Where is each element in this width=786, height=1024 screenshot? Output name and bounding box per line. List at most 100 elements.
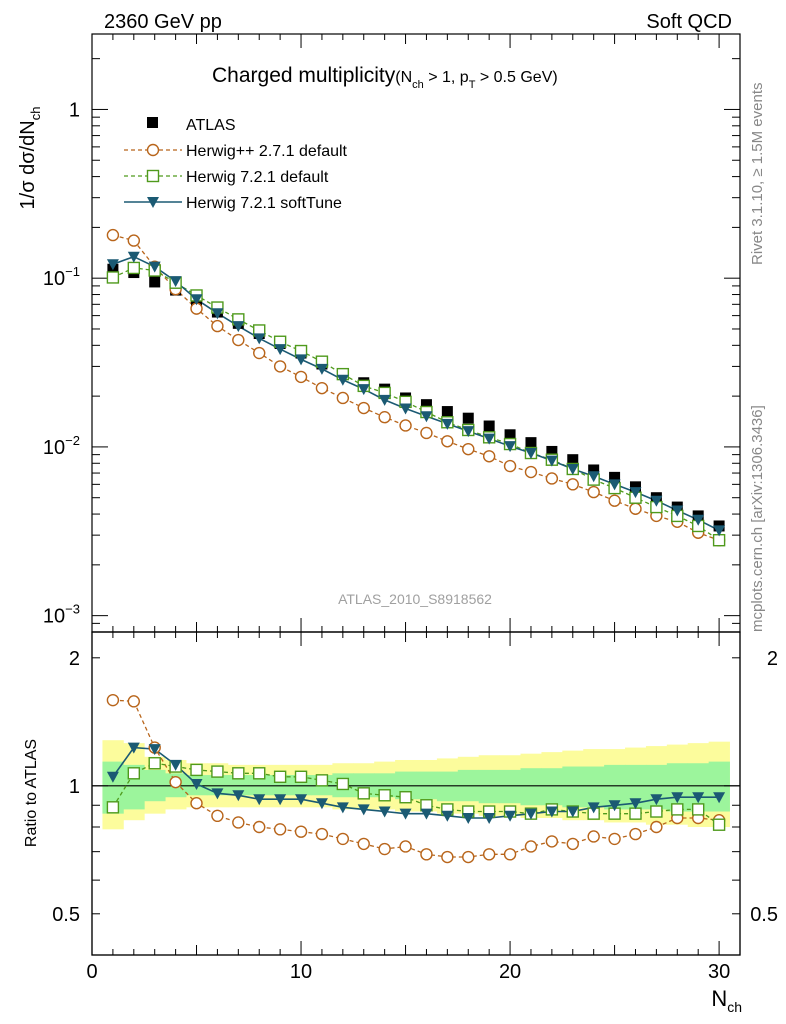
ratio-ytick-label-0.5: 0.5 xyxy=(52,904,80,926)
xtick-label-30: 30 xyxy=(708,961,730,983)
legend-herwig7-marker xyxy=(146,169,160,183)
main-herwigpp-point-13 xyxy=(357,401,370,415)
main-atlas-point-23 xyxy=(567,454,579,466)
main-herwigpp-point-21 xyxy=(524,465,538,479)
ytick-label-1: 1 xyxy=(69,99,80,121)
ratio-herwigpp-point-15 xyxy=(399,840,412,853)
ratio-softtune-point-11 xyxy=(315,798,328,810)
ratio-band-inner-21 xyxy=(520,768,542,806)
main-softtune-point-17 xyxy=(441,418,454,430)
main-softtune-point-23 xyxy=(566,463,579,475)
ratio-softtune-point-15 xyxy=(399,808,412,820)
main-herwigpp-point-8 xyxy=(253,346,266,360)
main-atlas-point-22 xyxy=(546,445,558,457)
ratio-band-inner-8 xyxy=(248,775,271,796)
ratio-herwig7-point-3 xyxy=(148,757,161,770)
main-atlas-point-16 xyxy=(420,399,432,411)
ratio-softtune-point-7 xyxy=(232,790,245,802)
main-ytick-labels: 1 10−1 10−2 10−3 xyxy=(43,99,80,627)
legend-herwig7-label: Herwig 7.2.1 default xyxy=(186,169,329,186)
main-data-marks xyxy=(106,228,726,547)
ratio-herwigpp-point-1 xyxy=(106,693,120,707)
ratio-herwigpp-point-16 xyxy=(420,848,433,861)
ratio-softtune-point-25 xyxy=(608,800,621,812)
main-softtune-point-12 xyxy=(336,374,349,386)
ratio-herwigpp-point-21 xyxy=(524,840,538,853)
ratio-herwig7-point-2 xyxy=(127,767,141,780)
main-softtune-point-22 xyxy=(545,455,558,467)
ratio-plot-frame-top xyxy=(91,631,741,956)
ratio-softtune-point-3 xyxy=(148,744,161,756)
ratio-herwigpp-point-13 xyxy=(357,837,370,851)
xtick-labels: 0 10 20 30 xyxy=(86,961,730,983)
ratio-herwigpp-point-23 xyxy=(566,837,579,851)
main-softtune-point-6 xyxy=(211,308,224,320)
ratio-softtune-point-12 xyxy=(336,802,349,814)
main-ylabel: 1/σ dσ/dNch xyxy=(17,107,43,210)
ratio-herwigpp-point-4 xyxy=(169,775,182,789)
ratio-softtune-point-5 xyxy=(190,778,203,790)
ratio-softtune-point-22 xyxy=(545,806,558,818)
main-softtune-point-27 xyxy=(650,495,663,507)
ratio-herwig7-point-9 xyxy=(273,770,287,783)
main-atlas-point-24 xyxy=(588,464,600,476)
ratio-herwigpp-point-6 xyxy=(211,809,224,823)
ratio-herwigpp-point-12 xyxy=(336,832,350,846)
ratio-softtune-point-17 xyxy=(441,810,454,822)
main-softtune-point-16 xyxy=(420,411,433,423)
ratio-softtune-point-28 xyxy=(671,792,684,804)
main-herwigpp-point-20 xyxy=(503,459,517,473)
ratio-ytick-labels: 2 1 0.5 2 0.5 xyxy=(52,648,778,926)
ratio-herwigpp-point-20 xyxy=(503,848,517,861)
ratio-herwigpp-point-10 xyxy=(294,825,308,838)
header-left: 2360 GeV pp xyxy=(104,11,222,33)
ratio-band-inner-28 xyxy=(666,763,689,812)
ratio-softtune-point-13 xyxy=(357,804,370,816)
main-softtune-point-25 xyxy=(608,479,621,491)
main-softtune-point-11 xyxy=(315,363,328,375)
main-herwigpp-point-2 xyxy=(127,234,141,247)
ratio-softtune-point-16 xyxy=(420,808,433,820)
header-right: Soft QCD xyxy=(646,11,732,33)
ratio-band-inner-1 xyxy=(102,761,124,814)
ratio-softtune-point-1 xyxy=(106,771,119,783)
mcplots-label: mcplots.cern.ch [arXiv:1306.3436] xyxy=(749,405,766,632)
main-softtune-point-4 xyxy=(169,276,182,288)
ratio-softtune-point-26 xyxy=(629,798,642,810)
ratio-herwig7-point-15 xyxy=(399,791,412,804)
ratio-softtune-point-10 xyxy=(295,794,308,806)
ratio-herwigpp-point-5 xyxy=(190,797,203,810)
main-softtune-point-24 xyxy=(587,471,600,483)
ratio-softtune-point-23 xyxy=(566,806,579,818)
main-ticks xyxy=(91,34,741,633)
ratio-band-inner-24 xyxy=(583,766,605,808)
main-herwigpp-point-17 xyxy=(441,435,454,448)
main-softtune-point-15 xyxy=(399,403,412,415)
ratio-ylabel: Ratio to ATLAS xyxy=(23,739,40,847)
ratio-ytick-label-right-2: 2 xyxy=(767,648,778,670)
main-softtune-point-18 xyxy=(462,426,475,438)
x-axis-label: Nch xyxy=(711,986,742,1015)
ratio-band-inner-7 xyxy=(227,775,250,796)
ratio-herwigpp-point-19 xyxy=(482,848,496,861)
ratio-herwig7-point-13 xyxy=(357,787,370,800)
main-herwigpp-point-11 xyxy=(315,381,329,395)
legend-softtune-marker xyxy=(147,197,159,208)
ratio-softtune-point-6 xyxy=(211,788,224,800)
main-herwigpp-point-12 xyxy=(336,391,350,405)
ratio-herwigpp-point-18 xyxy=(462,850,475,864)
ratio-herwig7-point-11 xyxy=(315,774,329,787)
main-herwig7-line xyxy=(112,267,720,541)
ratio-data-marks xyxy=(92,693,740,864)
plot-title: Charged multiplicity(Nch > 1, pT > 0.5 G… xyxy=(212,64,558,91)
ratio-band-inner-22 xyxy=(541,768,563,806)
main-atlas-point-26 xyxy=(629,481,641,493)
legend-herwigpp-label: Herwig++ 2.7.1 default xyxy=(186,143,348,160)
ytick-label-1e-3: 10−3 xyxy=(43,602,80,628)
main-herwigpp-point-19 xyxy=(482,450,496,463)
ratio-herwigpp-point-11 xyxy=(315,827,329,841)
main-herwigpp-point-16 xyxy=(420,426,433,440)
main-herwigpp-point-18 xyxy=(462,442,475,456)
ratio-herwig7-point-29 xyxy=(691,803,705,816)
